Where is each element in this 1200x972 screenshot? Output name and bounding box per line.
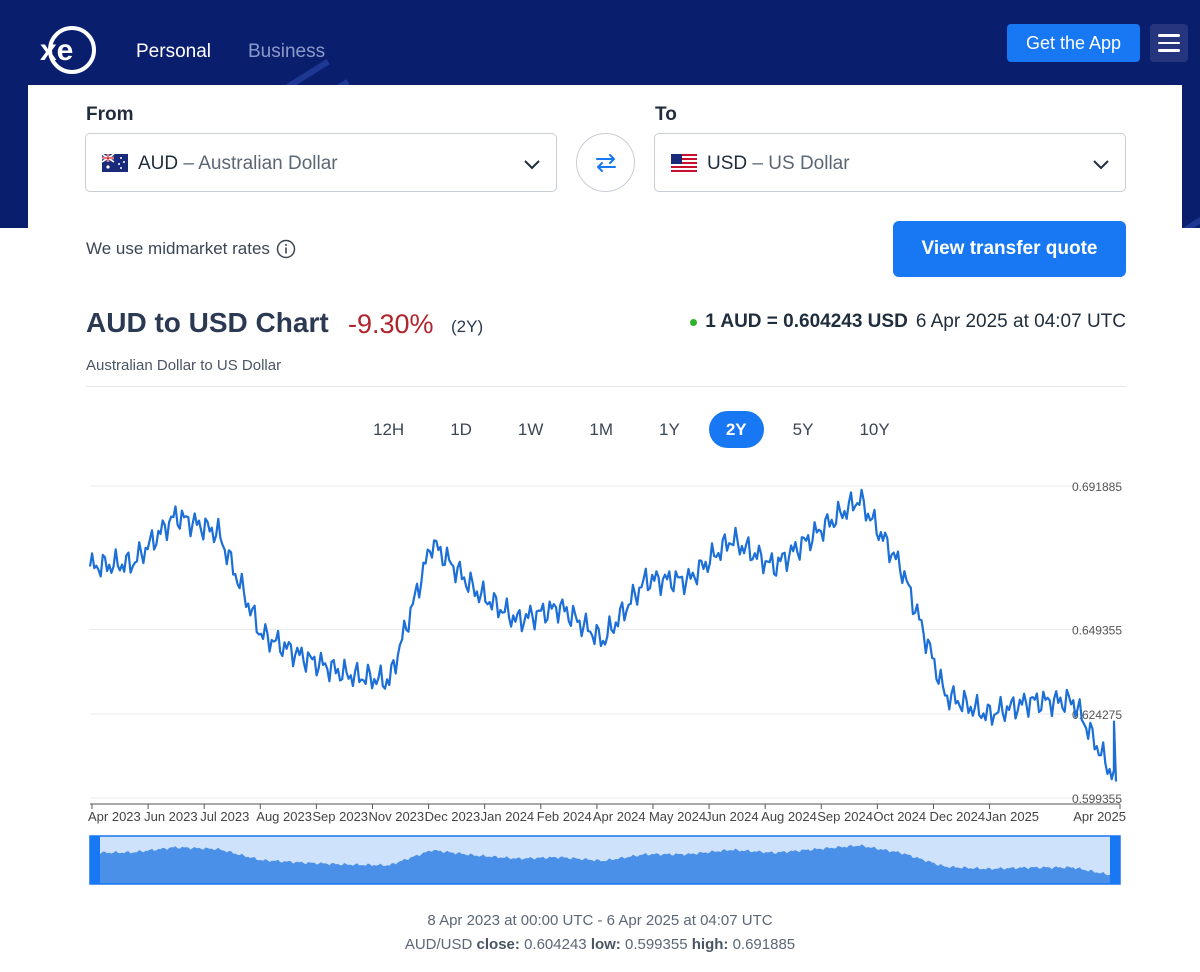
svg-text:xe: xe — [40, 34, 73, 67]
from-currency-text: AUD – Australian Dollar — [138, 153, 338, 175]
high-value: 0.691885 — [732, 936, 796, 953]
y-tick-label: 0.691885 — [1072, 480, 1122, 494]
x-tick-label: Aug 2023 — [256, 809, 312, 824]
chart-title: AUD to USD Chart — [86, 307, 329, 338]
navigator-left-handle[interactable] — [90, 836, 100, 884]
grid-lines — [90, 485, 1120, 799]
rate-timestamp: 6 Apr 2025 at 04:07 UTC — [915, 311, 1126, 332]
x-tick-label: May 2024 — [649, 809, 706, 824]
to-currency-dash: – — [752, 153, 763, 174]
close-label: close: — [476, 936, 520, 953]
swap-arrows-icon — [596, 154, 616, 172]
x-tick-label: Apr 2024 — [593, 809, 646, 824]
chevron-down-icon — [524, 160, 540, 170]
nav-personal[interactable]: Personal — [136, 41, 211, 62]
y-tick-label: 0.624275 — [1072, 708, 1122, 722]
from-currency-name: Australian Dollar — [198, 153, 338, 174]
high-label: high: — [691, 936, 729, 953]
tab-2y[interactable]: 2Y — [708, 411, 764, 448]
x-tick-label: Aug 2024 — [761, 809, 817, 824]
xe-logo[interactable]: xe — [36, 25, 98, 75]
from-currency-code: AUD — [138, 153, 179, 174]
rate-value: 1 AUD = 0.604243 USD — [705, 311, 908, 332]
range-navigator[interactable] — [89, 835, 1121, 885]
us-flag-icon — [671, 154, 697, 172]
pair-label: AUD/USD — [404, 936, 473, 953]
x-tick-label: Sep 2023 — [312, 809, 368, 824]
australia-flag-icon — [102, 154, 128, 172]
to-label: To — [655, 104, 677, 125]
tab-1w[interactable]: 1W — [517, 419, 544, 439]
period-tabs: 12H 1D 1W 1M 1Y 2Y 5Y 10Y — [356, 411, 919, 448]
view-transfer-quote-button[interactable]: View transfer quote — [893, 221, 1126, 277]
get-app-button[interactable]: Get the App — [1007, 24, 1140, 62]
tab-1y[interactable]: 1Y — [659, 419, 680, 439]
close-value: 0.604243 — [524, 936, 587, 953]
rate-chart[interactable]: 0.691885 0.649355 0.624275 0.599355 Apr 202… — [0, 470, 1200, 895]
x-tick-label: Jan 2024 — [481, 809, 535, 824]
y-axis-labels: 0.691885 0.649355 0.624275 0.599355 — [1072, 480, 1122, 806]
x-tick-label: Apr 2025 — [1073, 809, 1126, 824]
x-tick-label: Dec 2023 — [425, 809, 481, 824]
from-currency-select[interactable]: AUD – Australian Dollar — [85, 133, 557, 192]
to-currency-name: US Dollar — [768, 153, 850, 174]
navigator-area — [90, 844, 1120, 884]
x-axis-ticks: Apr 2023 Jun 2023 Jul 2023 Aug 2023 Sep 2023… — [88, 804, 1126, 824]
info-icon[interactable] — [276, 239, 296, 259]
live-status-dot — [690, 318, 698, 326]
chevron-down-icon — [1093, 160, 1109, 170]
range-summary: AUD/USD close: 0.604243 low: 0.599355 hi… — [0, 936, 1200, 953]
low-label: low: — [590, 936, 621, 953]
hamburger-menu-icon[interactable] — [1150, 24, 1188, 62]
from-currency-dash: – — [183, 153, 194, 174]
to-currency-select[interactable]: USD – US Dollar — [654, 133, 1126, 192]
midmarket-text: We use midmarket rates — [86, 239, 270, 258]
tab-1d[interactable]: 1D — [450, 419, 472, 439]
x-tick-label: Sep 2024 — [817, 809, 873, 824]
from-label: From — [86, 104, 134, 125]
nav-business[interactable]: Business — [248, 41, 326, 62]
tab-1m[interactable]: 1M — [589, 419, 614, 439]
x-tick-label: Jul 2023 — [200, 809, 249, 824]
tab-12h[interactable]: 12H — [373, 419, 405, 439]
y-tick-label: 0.599355 — [1072, 792, 1122, 806]
low-value: 0.599355 — [624, 936, 688, 953]
x-tick-label: Oct 2024 — [873, 809, 926, 824]
divider — [86, 386, 1126, 387]
midmarket-note: We use midmarket rates — [86, 239, 296, 259]
x-tick-label: Jan 2025 — [986, 809, 1040, 824]
to-currency-text: USD – US Dollar — [707, 153, 850, 175]
x-tick-label: Apr 2023 — [88, 809, 141, 824]
change-percent: -9.30% — [348, 309, 434, 339]
x-tick-label: Feb 2024 — [537, 809, 592, 824]
y-tick-label: 0.649355 — [1072, 623, 1122, 637]
rate-line-series — [88, 488, 1118, 782]
x-tick-label: Dec 2024 — [929, 809, 985, 824]
tab-10y[interactable]: 10Y — [859, 419, 890, 439]
chart-subtitle: Australian Dollar to US Dollar — [86, 357, 282, 374]
x-tick-label: Jun 2023 — [144, 809, 198, 824]
swap-currencies-button[interactable] — [576, 133, 635, 192]
tab-5y[interactable]: 5Y — [792, 419, 814, 439]
x-tick-label: Nov 2023 — [368, 809, 424, 824]
navigator-right-handle[interactable] — [1110, 836, 1120, 884]
range-dates: 8 Apr 2023 at 00:00 UTC - 6 Apr 2025 at … — [427, 912, 773, 929]
change-period: (2Y) — [451, 317, 484, 336]
x-tick-label: Jun 2024 — [705, 809, 759, 824]
to-currency-code: USD — [707, 153, 748, 174]
top-navbar: xe Personal Business Get the App — [0, 0, 1200, 86]
live-rate: 1 AUD = 0.604243 USD 6 Apr 2025 at 04:07… — [690, 311, 1126, 333]
